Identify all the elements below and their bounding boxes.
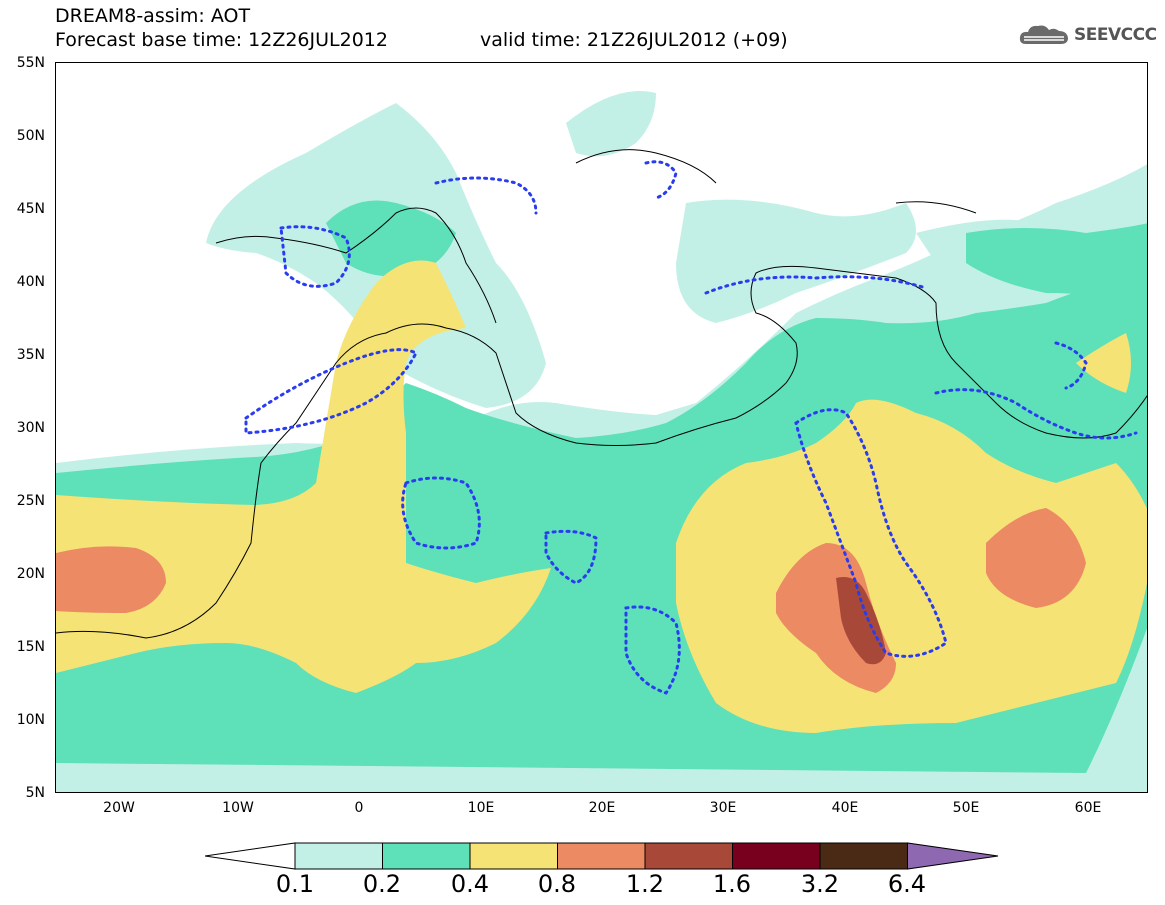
lat-label-20n: 20N [16,566,45,582]
colorbar-label-1.6: 1.6 [712,870,752,898]
colorbar-under-triangle [205,842,296,870]
colorbar-over-triangle [907,842,999,870]
lon-label-60e: 60E [1074,800,1102,816]
lon-label-50e: 50E [952,800,980,816]
colorbar [205,842,999,870]
colorbar-bin-0.8 [557,842,646,870]
lat-label-40n: 40N [16,274,45,290]
colorbar-label-0.4: 0.4 [450,870,490,898]
lon-label-30e: 30E [709,800,737,816]
seevccc-logo: SEEVCCC [1018,22,1157,48]
colorbar-label-0.8: 0.8 [537,870,577,898]
lat-label-50n: 50N [16,128,45,144]
colorbar-label-3.2: 3.2 [800,870,840,898]
colorbar-bin-0.1 [294,842,383,870]
colorbar-label-0.2: 0.2 [362,870,402,898]
map-title: DREAM8-assim: AOT [55,5,251,27]
lat-label-35n: 35N [16,347,45,363]
lat-label-30n: 30N [16,420,45,436]
aot-map-svg [56,91,1147,792]
aot-contour-1.2 [836,577,886,665]
colorbar-bin-0.2 [382,842,471,870]
lon-label-0: 0 [354,800,364,816]
cloud-icon [1019,25,1068,44]
lon-label-10e: 10E [467,800,495,816]
colorbar-label-0.1: 0.1 [275,870,315,898]
lon-label-20w: 20W [103,800,135,816]
lon-label-20e: 20E [588,800,616,816]
colorbar-bin-0.4 [469,842,558,870]
colorbar-bin-3.2 [819,842,908,870]
lat-label-5n: 5N [25,785,45,801]
aot-contour-0.8 [56,508,1086,693]
lat-label-10n: 10N [16,712,45,728]
colorbar-label-6.4: 6.4 [887,870,927,898]
valid-time-label: valid time: 21Z26JUL2012 (+09) [480,29,788,51]
dust-load-dotted-contours [244,160,1138,695]
lat-label-15n: 15N [16,639,45,655]
colorbar-bin-1.2 [644,842,733,870]
coastline [56,149,1147,639]
lat-label-45n: 45N [16,201,45,217]
lat-label-55n: 55N [16,55,45,71]
colorbar-label-1.2: 1.2 [625,870,665,898]
aot-map [55,62,1148,793]
colorbar-bin-1.6 [732,842,821,870]
lat-label-25n: 25N [16,493,45,509]
base-time-label: Forecast base time: 12Z26JUL2012 [55,29,388,51]
lon-label-10w: 10W [222,800,254,816]
lon-label-40e: 40E [831,800,859,816]
logo-text: SEEVCCC [1074,25,1157,45]
